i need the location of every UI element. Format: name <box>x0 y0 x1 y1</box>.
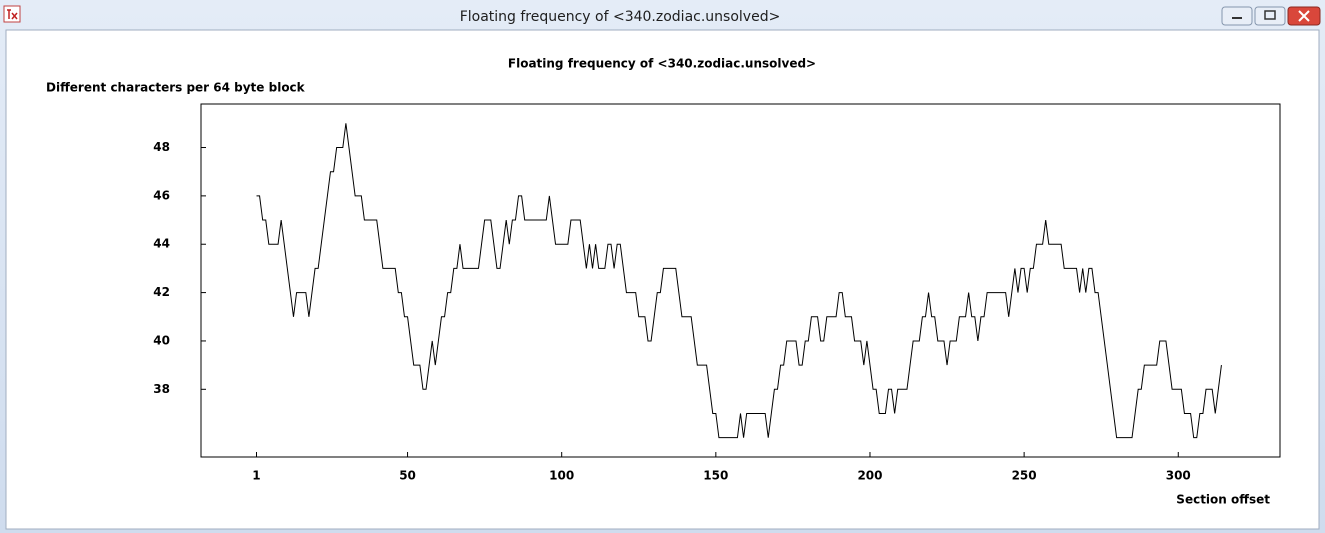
chart-title: Floating frequency of <340.zodiac.unsolv… <box>508 57 816 71</box>
y-tick-label: 38 <box>153 382 170 396</box>
x-tick-label: 50 <box>399 469 416 483</box>
y-tick-label: 48 <box>153 140 170 154</box>
x-tick-label: 150 <box>703 469 728 483</box>
x-tick-label: 300 <box>1166 469 1191 483</box>
x-tick-label: 1 <box>252 469 260 483</box>
x-tick-label: 100 <box>549 469 574 483</box>
chart: Floating frequency of <340.zodiac.unsolv… <box>46 57 1281 507</box>
y-tick-label: 46 <box>153 188 170 202</box>
x-tick-label: 250 <box>1012 469 1037 483</box>
app-icon <box>3 5 21 23</box>
minimize-button[interactable] <box>1221 6 1253 26</box>
plot-frame <box>200 103 1281 458</box>
maximize-button[interactable] <box>1254 6 1286 26</box>
close-button[interactable] <box>1287 6 1321 26</box>
x-tick-label: 200 <box>857 469 882 483</box>
y-axis-label: Different characters per 64 byte block <box>46 81 306 95</box>
y-tick-label: 42 <box>153 285 170 299</box>
data-line <box>256 123 1222 439</box>
x-axis-label: Section offset <box>1176 493 1270 507</box>
y-tick-label: 40 <box>153 333 170 347</box>
y-tick-label: 44 <box>153 237 170 251</box>
window-title: Floating frequency of <340.zodiac.unsolv… <box>460 9 781 25</box>
